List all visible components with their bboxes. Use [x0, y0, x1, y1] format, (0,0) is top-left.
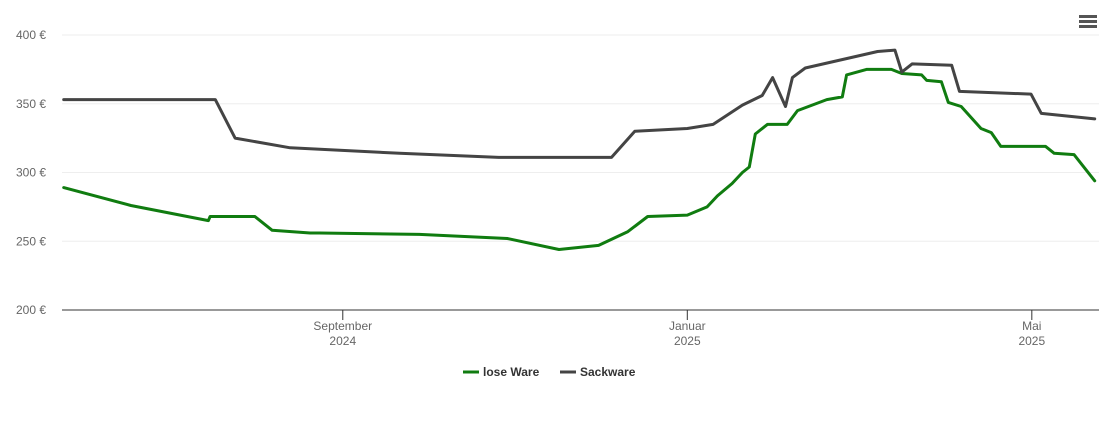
series-line [62, 67, 1097, 251]
y-tick-label: 350 € [16, 97, 46, 111]
menu-icon[interactable] [1079, 15, 1097, 28]
series-line [62, 48, 1097, 159]
y-tick-label: 400 € [16, 28, 46, 42]
x-tick-sublabel: 2025 [1018, 334, 1045, 348]
menu-bar [1079, 15, 1097, 18]
y-tick-label: 300 € [16, 166, 46, 180]
x-tick-sublabel: 2025 [674, 334, 701, 348]
legend-label: Sackware [580, 365, 636, 379]
legend-item[interactable]: Sackware [560, 365, 636, 379]
x-tick-sublabel: 2024 [329, 334, 356, 348]
y-tick-label: 250 € [16, 234, 46, 248]
x-tick-label: Januar [669, 319, 706, 333]
legend-label: lose Ware [483, 365, 540, 379]
x-tick-label: September [313, 319, 372, 333]
legend-item[interactable]: lose Ware [463, 365, 540, 379]
y-tick-label: 200 € [16, 303, 46, 317]
menu-bar [1079, 20, 1097, 23]
x-tick-label: Mai [1022, 319, 1041, 333]
menu-bar [1079, 25, 1097, 28]
